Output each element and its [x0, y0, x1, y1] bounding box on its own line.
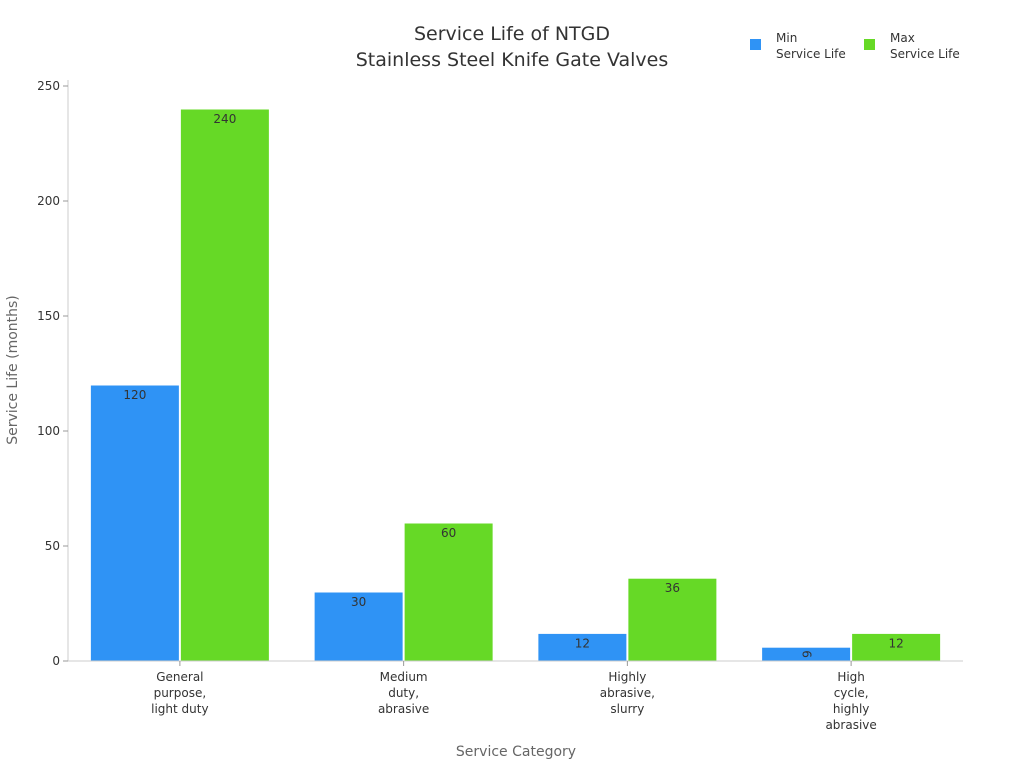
data-label: 12 — [888, 636, 903, 650]
y-tick-label: 0 — [52, 654, 60, 668]
bar — [179, 108, 270, 662]
bar — [403, 522, 494, 662]
x-tick-label: High cycle, highly abrasive — [825, 670, 876, 732]
y-tick-label: 50 — [45, 539, 60, 553]
x-tick-label-line: slurry — [610, 702, 644, 716]
x-tick-label-line: highly — [833, 702, 870, 716]
legend-label: Min Service Life — [776, 31, 846, 61]
data-label: 240 — [213, 112, 236, 126]
bar — [537, 632, 628, 662]
legend-swatch — [864, 39, 875, 50]
x-tick-label-line: Highly — [608, 670, 646, 684]
x-tick-label-line: light duty — [151, 702, 208, 716]
bar — [89, 384, 180, 662]
x-tick-label: Medium duty, abrasive — [378, 670, 429, 716]
x-tick-label-line: General — [156, 670, 203, 684]
data-label: 120 — [123, 388, 146, 402]
data-label: 60 — [441, 526, 456, 540]
legend-swatch — [750, 39, 761, 50]
x-tick-label-line: abrasive — [378, 702, 429, 716]
y-tick-label: 200 — [37, 194, 60, 208]
data-label: 30 — [351, 595, 366, 609]
x-tick-label-line: purpose, — [154, 686, 207, 700]
legend-label-line: Service Life — [776, 47, 846, 61]
chart-title-line: Stainless Steel Knife Gate Valves — [356, 49, 669, 71]
legend-label: Max Service Life — [890, 31, 960, 61]
chart-title-line: Service Life of NTGD — [414, 23, 610, 45]
y-axis: 0 50 100 150 200 250 — [37, 79, 69, 668]
x-tick-label: General purpose, light duty — [151, 670, 208, 716]
bar — [627, 577, 718, 662]
x-axis-title: Service Category — [456, 744, 576, 760]
legend: Min Service Life Max Service Life — [750, 31, 960, 61]
x-tick-label-line: cycle, — [834, 686, 869, 700]
x-axis: General purpose, light duty Medium duty, abra… — [68, 660, 963, 732]
legend-label-line: Service Life — [890, 47, 960, 61]
legend-label-line: Max — [890, 31, 915, 45]
data-label: 6 — [800, 650, 814, 658]
data-label: 36 — [665, 581, 680, 595]
x-tick-label-line: duty, — [388, 686, 419, 700]
x-tick-label-line: Medium — [380, 670, 428, 684]
bar — [851, 632, 942, 662]
chart-title: Service Life of NTGD Stainless Steel Knif… — [356, 23, 669, 71]
x-tick-label-line: High — [837, 670, 865, 684]
bars: 120 240 30 60 12 36 6 12 — [89, 108, 942, 662]
y-tick-label: 100 — [37, 424, 60, 438]
y-tick-label: 250 — [37, 79, 60, 93]
y-tick-label: 150 — [37, 309, 60, 323]
x-tick-label-line: abrasive, — [600, 686, 655, 700]
x-tick-label: Highly abrasive, slurry — [600, 670, 655, 716]
y-axis-title: Service Life (months) — [5, 295, 21, 445]
x-tick-label-line: abrasive — [825, 718, 876, 732]
legend-label-line: Min — [776, 31, 797, 45]
data-label: 12 — [575, 636, 590, 650]
